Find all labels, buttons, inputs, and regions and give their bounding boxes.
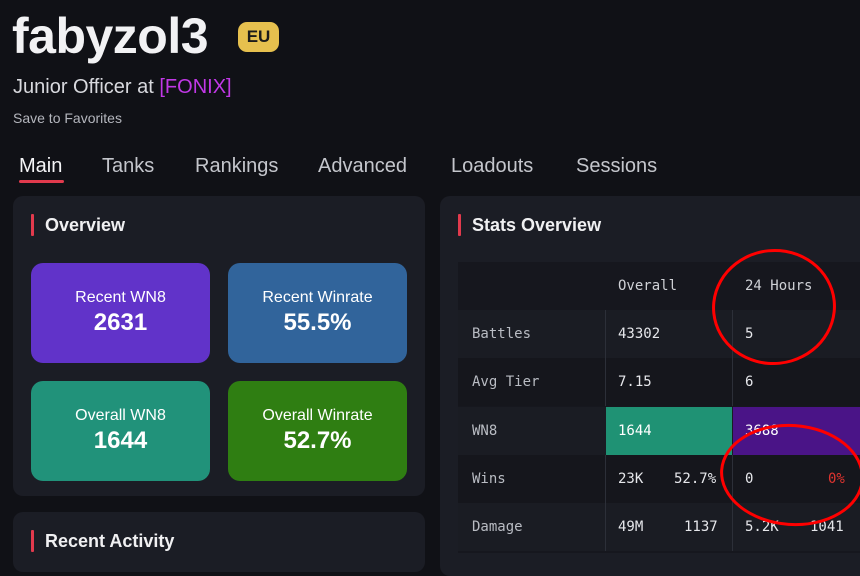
overall-value: 23K — [618, 471, 644, 487]
overall-wn8-card: Overall WN8 1644 — [31, 381, 210, 481]
recent-activity-title-accent — [31, 530, 34, 552]
card-value: 1644 — [93, 427, 148, 454]
tab-main[interactable]: Main — [19, 155, 63, 177]
rank-text: Junior Officer at — [13, 76, 160, 98]
tab-sessions[interactable]: Sessions — [576, 155, 658, 177]
active-tab-indicator — [19, 180, 64, 183]
table-row: Damage 49M 1137 5.2K 1041 — [458, 503, 860, 551]
recent-wn8-card: Recent WN8 2631 — [31, 263, 210, 363]
24h-value: 5.2K — [745, 519, 779, 535]
24h-value: 0 — [745, 471, 754, 487]
tab-loadouts[interactable]: Loadouts — [451, 155, 534, 177]
table-row: Battles 43302 5 — [458, 310, 860, 358]
region-badge: EU — [238, 22, 279, 52]
column-divider — [605, 310, 606, 358]
overall-subvalue: 52.7% — [674, 471, 717, 487]
table-row: Avg Tier 7.15 6 — [458, 358, 860, 406]
column-divider — [605, 455, 606, 503]
column-header-24-hours: 24 Hours — [745, 278, 813, 294]
stats-title-accent — [458, 214, 461, 236]
column-divider — [732, 503, 733, 551]
table-row: WN8 1644 3688 — [458, 407, 860, 455]
overall-value: 7.15 — [618, 374, 652, 390]
tab-tanks[interactable]: Tanks — [102, 155, 155, 177]
24h-wn8-highlight — [733, 407, 860, 455]
recent-winrate-card: Recent Winrate 55.5% — [228, 263, 407, 363]
card-label: Overall Winrate — [262, 407, 373, 424]
rank-line: Junior Officer at [FONIX] — [13, 76, 232, 99]
card-label: Recent WN8 — [75, 289, 166, 306]
row-label: Damage — [472, 519, 523, 535]
recent-activity-title: Recent Activity — [45, 531, 175, 551]
player-name: fabyzol3 — [12, 8, 209, 64]
overview-title: Overview — [45, 215, 126, 235]
stats-header-row: Overall 24 Hours — [458, 262, 860, 310]
column-divider — [732, 358, 733, 406]
tab-advanced[interactable]: Advanced — [318, 155, 407, 177]
24h-subvalue: 0% — [828, 471, 845, 487]
card-value: 52.7% — [283, 427, 352, 454]
column-divider — [732, 310, 733, 358]
table-row: Wins 23K 52.7% 0 0% — [458, 455, 860, 503]
24h-subvalue: 1041 — [810, 519, 844, 535]
24h-value: 5 — [745, 326, 754, 342]
row-label: Avg Tier — [472, 374, 540, 390]
overall-value: 43302 — [618, 326, 661, 342]
card-value: 2631 — [93, 309, 148, 336]
overall-value: 49M — [618, 519, 644, 535]
column-divider — [605, 358, 606, 406]
overall-wn8-highlight — [606, 407, 732, 455]
column-divider — [605, 503, 606, 551]
card-value: 55.5% — [283, 309, 352, 336]
overview-title-accent — [31, 214, 34, 236]
tab-rankings[interactable]: Rankings — [195, 155, 279, 177]
clan-tag-link[interactable]: [FONIX] — [159, 76, 232, 98]
save-to-favorites-link[interactable]: Save to Favorites — [13, 110, 122, 126]
row-label: Wins — [472, 471, 506, 487]
column-divider — [732, 455, 733, 503]
card-label: Recent Winrate — [262, 289, 373, 306]
24h-value: 3688 — [745, 423, 779, 439]
24h-value: 6 — [745, 374, 754, 390]
overall-winrate-card: Overall Winrate 52.7% — [228, 381, 407, 481]
column-header-overall: Overall — [618, 278, 678, 294]
overall-value: 1644 — [618, 423, 652, 439]
card-label: Overall WN8 — [75, 407, 166, 424]
row-label: WN8 — [472, 423, 498, 439]
overall-subvalue: 1137 — [684, 519, 718, 535]
row-label: Battles — [472, 326, 532, 342]
stats-overview-title: Stats Overview — [472, 215, 602, 235]
